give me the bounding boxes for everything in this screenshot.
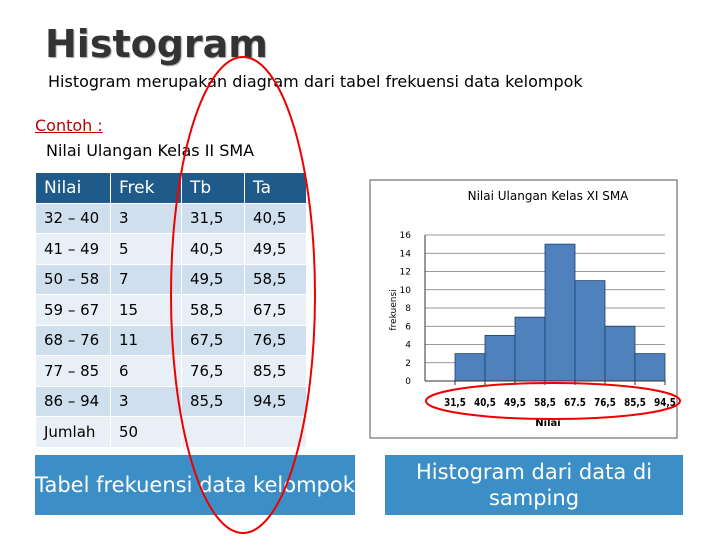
table-row: 77 – 85 6 76,5 85,5 bbox=[35, 355, 307, 387]
x-axis-label: Nilai bbox=[535, 418, 560, 429]
table-cell: 49,5 bbox=[244, 233, 307, 265]
table-cell: 5 bbox=[110, 233, 182, 265]
x-tick-label: 76,5 bbox=[594, 397, 616, 409]
y-tick-label: 16 bbox=[400, 231, 412, 241]
y-tick-label: 10 bbox=[400, 286, 412, 296]
x-tick-label: 94,5 bbox=[654, 397, 676, 409]
table-cell: 67,5 bbox=[181, 324, 245, 356]
bar bbox=[514, 316, 546, 382]
table-cell: 41 – 49 bbox=[35, 233, 111, 265]
table-cell: 94,5 bbox=[244, 385, 307, 417]
table-cell: 31,5 bbox=[181, 202, 245, 234]
table-cell: 7 bbox=[110, 263, 182, 295]
table-cell: 85,5 bbox=[244, 355, 307, 387]
table-cell: Tb bbox=[181, 172, 245, 204]
table-cell: 86 – 94 bbox=[35, 385, 111, 417]
table-cell: Ta bbox=[244, 172, 307, 204]
frequency-table: Nilai Frek Tb Ta 32 – 40 3 31,5 40,5 41 – 49 5 40,… bbox=[35, 172, 307, 448]
chart-title: Nilai Ulangan Kelas XI SMA bbox=[468, 189, 630, 203]
table-row: 86 – 94 3 85,5 94,5 bbox=[35, 385, 307, 417]
bar bbox=[484, 334, 516, 382]
chart-frame bbox=[369, 179, 678, 439]
x-tick-label: 85,5 bbox=[624, 397, 646, 409]
table-row: Jumlah 50 bbox=[35, 416, 307, 448]
table-cell: 49,5 bbox=[181, 263, 245, 295]
table-cell: Frek bbox=[110, 172, 182, 204]
table-row: 32 – 40 3 31,5 40,5 bbox=[35, 202, 307, 234]
table-cell: 76,5 bbox=[244, 324, 307, 356]
table-cell: 6 bbox=[110, 355, 182, 387]
table-cell: Jumlah bbox=[35, 416, 111, 448]
example-caption: Nilai Ulangan Kelas II SMA bbox=[46, 141, 255, 160]
table-cell bbox=[244, 416, 307, 448]
x-tick-label: 58,5 bbox=[534, 397, 556, 409]
table-cell: 3 bbox=[110, 202, 182, 234]
table-cell: 40,5 bbox=[181, 233, 245, 265]
y-axis-label: frekuensi bbox=[389, 289, 399, 330]
table-cell: 77 – 85 bbox=[35, 355, 111, 387]
table-cell: 58,5 bbox=[244, 263, 307, 295]
table-cell: 50 bbox=[110, 416, 182, 448]
table-row: 68 – 76 11 67,5 76,5 bbox=[35, 324, 307, 356]
table-cell: 59 – 67 bbox=[35, 294, 111, 326]
table-row: 50 – 58 7 49,5 58,5 bbox=[35, 263, 307, 295]
caption-box: Histogram dari data di samping bbox=[385, 455, 683, 515]
x-tick-label: 40,5 bbox=[474, 397, 496, 409]
highlight bbox=[425, 382, 681, 420]
y-tick-label: 8 bbox=[405, 304, 411, 314]
table-cell: 32 – 40 bbox=[35, 202, 111, 234]
table-row: 41 – 49 5 40,5 49,5 bbox=[35, 233, 307, 265]
x-tick-label: 49,5 bbox=[504, 397, 526, 409]
table-row: 59 – 67 15 58,5 67,5 bbox=[35, 294, 307, 326]
bar bbox=[544, 243, 576, 382]
example-label: Contoh : bbox=[35, 116, 103, 135]
table-row: Nilai Frek Tb Ta bbox=[35, 172, 307, 204]
table-cell: 40,5 bbox=[244, 202, 307, 234]
table-cell bbox=[181, 416, 245, 448]
y-tick-label: 14 bbox=[400, 249, 412, 259]
caption-box: Tabel frekuensi data kelompok bbox=[35, 455, 355, 515]
x-tick-label: 67.5 bbox=[564, 397, 586, 409]
table-cell: 11 bbox=[110, 324, 182, 356]
bar bbox=[634, 353, 666, 382]
table-cell: Nilai bbox=[35, 172, 111, 204]
y-tick-label: 12 bbox=[400, 268, 411, 278]
table-cell: 3 bbox=[110, 385, 182, 417]
y-tick-label: 2 bbox=[405, 359, 411, 369]
y-tick-label: 6 bbox=[405, 322, 411, 332]
table-cell: 15 bbox=[110, 294, 182, 326]
table-cell: 68 – 76 bbox=[35, 324, 111, 356]
table-cell: 76,5 bbox=[181, 355, 245, 387]
bar bbox=[604, 325, 636, 382]
title: Histogram bbox=[45, 22, 268, 66]
table-cell: 85,5 bbox=[181, 385, 245, 417]
x-tick-label: 31,5 bbox=[444, 397, 466, 409]
table-cell: 67,5 bbox=[244, 294, 307, 326]
bar bbox=[454, 353, 486, 382]
table-cell: 50 – 58 bbox=[35, 263, 111, 295]
subtitle: Histogram merupakan diagram dari tabel f… bbox=[48, 72, 583, 91]
y-tick-label: 4 bbox=[405, 341, 411, 351]
table-cell: 58,5 bbox=[181, 294, 245, 326]
y-tick-label: 0 bbox=[405, 377, 411, 387]
bar bbox=[574, 280, 606, 382]
